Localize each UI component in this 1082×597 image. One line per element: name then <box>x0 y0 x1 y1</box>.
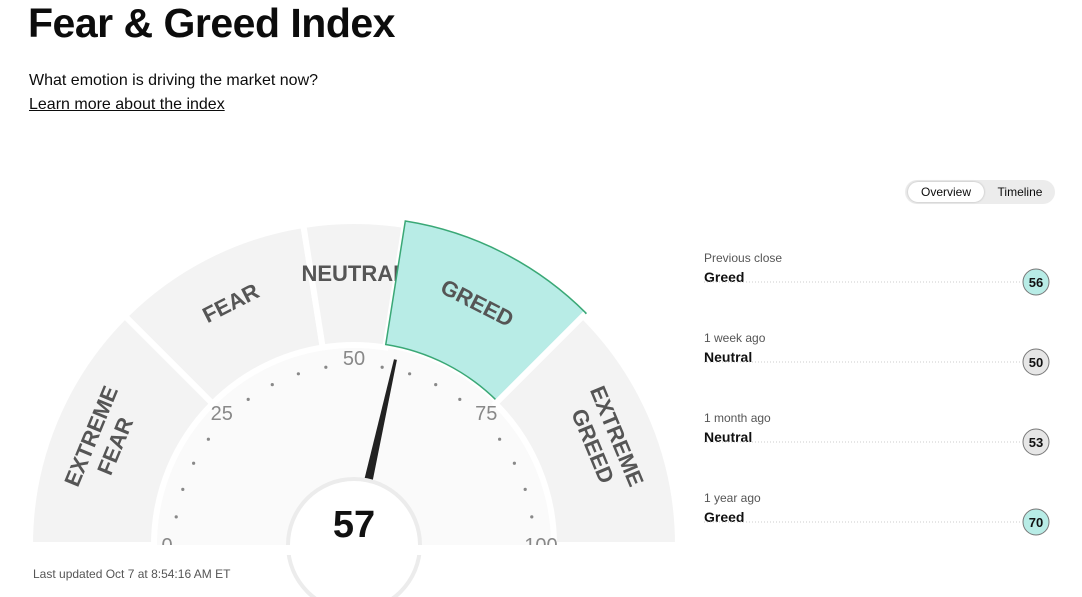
segment-label: EXTREMEFEAR <box>59 382 147 500</box>
segment-label-line: EXTREME <box>59 382 123 490</box>
gauge-value: 57 <box>333 504 375 546</box>
segment-label-line: GREED <box>566 405 619 487</box>
scale-dot <box>246 397 250 401</box>
history-rating: Greed <box>704 509 744 525</box>
history-rating: Greed <box>704 269 744 285</box>
tick-label: 50 <box>343 348 365 370</box>
scale-dot <box>192 461 196 465</box>
segment-label: GREED <box>437 274 518 332</box>
scale-dot <box>324 365 328 369</box>
segment-label-line: FEAR <box>198 278 263 328</box>
tick-label: 0 <box>161 535 172 557</box>
scale-dot <box>434 383 438 387</box>
segment-highlighted <box>384 220 587 403</box>
segment-label: FEAR <box>198 278 263 328</box>
segment <box>120 221 327 408</box>
inner-area <box>154 345 554 545</box>
scale-dot <box>530 515 534 519</box>
tick-label: 25 <box>211 403 233 425</box>
segment-label-line: GREED <box>437 274 518 332</box>
scale-dot <box>512 461 516 465</box>
history-rating: Neutral <box>704 349 752 365</box>
scale-dot <box>408 372 412 376</box>
history-value: 70 <box>1029 515 1043 530</box>
scale-dot <box>181 487 185 491</box>
segment-label: EXTREMEGREED <box>561 382 649 500</box>
tick-label: 100 <box>524 535 557 557</box>
scale-dot <box>458 397 462 401</box>
history-badge <box>1022 348 1050 376</box>
history-rating: Neutral <box>704 429 752 445</box>
view-toggle: Overview Timeline <box>905 180 1055 204</box>
scale-dot <box>380 365 384 369</box>
history-label: 1 week ago <box>704 331 766 345</box>
title: Fear & Greed Index <box>28 0 395 46</box>
history-value: 50 <box>1029 355 1043 370</box>
history-badge <box>1022 508 1050 536</box>
scale-dot <box>296 372 300 376</box>
tick-label: 75 <box>475 403 497 425</box>
history-badge <box>1022 268 1050 296</box>
segment-label-line: NEUTRAL <box>301 261 406 286</box>
center <box>290 481 418 597</box>
center-shadow <box>286 477 422 597</box>
gauge-base <box>20 545 700 555</box>
history-label: Previous close <box>704 251 782 265</box>
history-label: 1 month ago <box>704 411 771 425</box>
segment <box>26 311 217 548</box>
segment-label-line: EXTREME <box>585 382 649 490</box>
overview-tab[interactable]: Overview <box>908 182 984 202</box>
scale-dot <box>206 437 210 441</box>
history-value: 56 <box>1029 275 1043 290</box>
timeline-tab[interactable]: Timeline <box>997 185 1043 199</box>
learn-more-link[interactable]: Learn more about the index <box>29 96 225 113</box>
last-updated: Last updated Oct 7 at 8:54:16 AM ET <box>33 567 231 581</box>
segment-label: NEUTRAL <box>301 261 406 286</box>
scale-dot <box>270 383 274 387</box>
scale-dot <box>498 437 502 441</box>
segment <box>491 311 682 548</box>
scale-dot <box>174 515 178 519</box>
history-badge <box>1022 428 1050 456</box>
subtitle: What emotion is driving the market now? <box>29 72 319 89</box>
segment-label-line: FEAR <box>92 414 138 479</box>
history-label: 1 year ago <box>704 491 761 505</box>
segment <box>299 218 409 351</box>
needle <box>335 359 397 597</box>
history-value: 53 <box>1029 435 1043 450</box>
scale-dot <box>523 487 527 491</box>
